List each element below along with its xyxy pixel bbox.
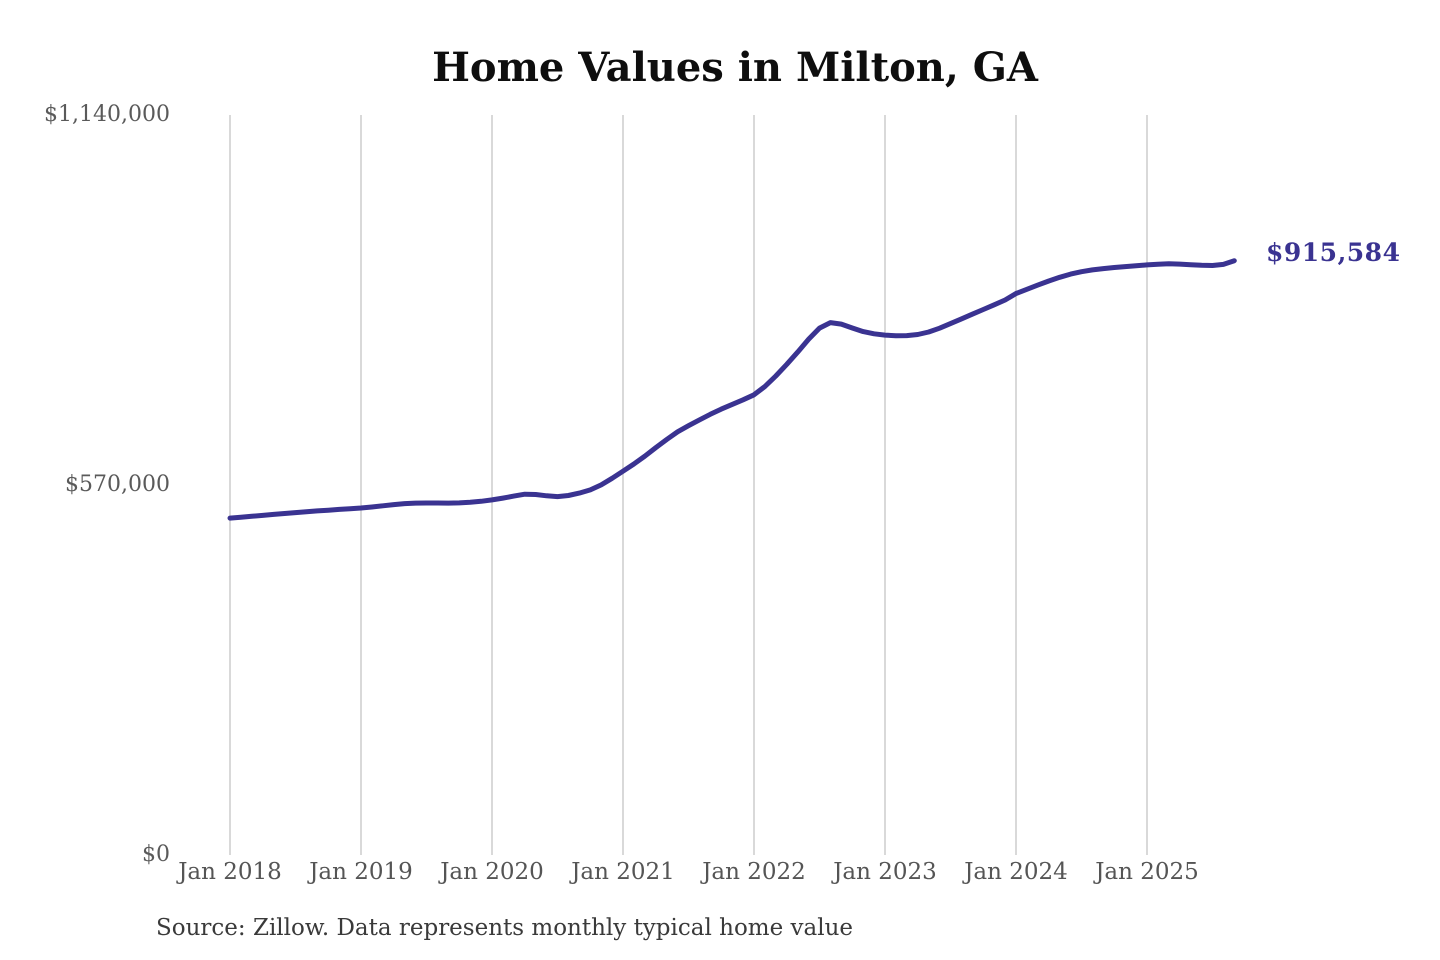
x-axis-tick-label: Jan 2021 xyxy=(571,859,675,885)
y-axis-tick-label: $0 xyxy=(142,842,170,867)
x-axis-tick-label: Jan 2025 xyxy=(1095,859,1199,885)
x-axis-tick-label: Jan 2018 xyxy=(178,859,282,885)
home-value-line xyxy=(227,258,1237,521)
y-axis-tick-label: $1,140,000 xyxy=(44,102,170,127)
y-axis-tick-label: $570,000 xyxy=(65,472,170,497)
x-axis-tick-label: Jan 2020 xyxy=(440,859,544,885)
chart-title: Home Values in Milton, GA xyxy=(432,44,1038,91)
x-axis-tick-label: Jan 2024 xyxy=(964,859,1068,885)
x-axis-tick-label: Jan 2019 xyxy=(309,859,413,885)
x-axis-tick-label: Jan 2022 xyxy=(702,859,806,885)
end-value-label: $915,584 xyxy=(1266,238,1401,267)
source-note: Source: Zillow. Data represents monthly … xyxy=(156,915,854,941)
x-axis-tick-label: Jan 2023 xyxy=(833,859,937,885)
